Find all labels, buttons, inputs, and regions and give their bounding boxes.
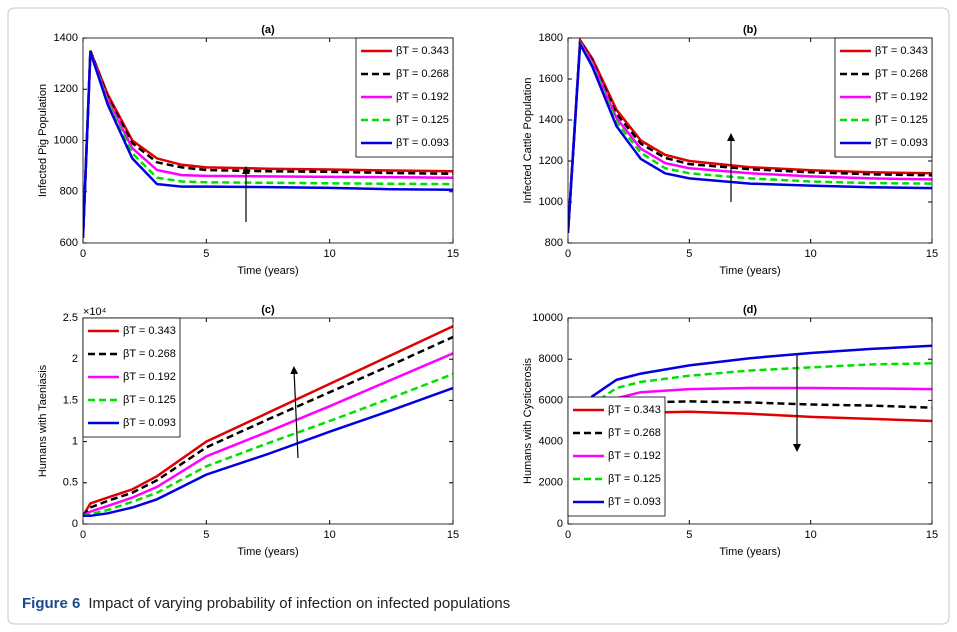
figure-frame <box>7 7 950 625</box>
x-tick-label: 15 <box>926 248 938 260</box>
legend-label: βT = 0.343 <box>875 45 928 57</box>
y-tick-label: 1400 <box>539 114 563 126</box>
y-tick-label: 10000 <box>532 312 563 324</box>
series-line <box>83 325 453 517</box>
y-tick-label: 2 <box>72 353 78 365</box>
x-tick-label: 0 <box>565 248 571 260</box>
legend-label: βT = 0.192 <box>123 371 176 383</box>
y-axis-label: Humans with Taeniasis <box>37 364 49 477</box>
legend-label: βT = 0.343 <box>396 45 449 57</box>
x-tick-label: 5 <box>686 248 692 260</box>
x-tick-label: 10 <box>805 529 817 541</box>
x-tick-label: 0 <box>565 529 571 541</box>
y-tick-label: 1200 <box>539 155 563 167</box>
panel-title: (b) <box>743 24 757 36</box>
caption-label: Figure 6 <box>22 595 80 612</box>
legend-label: βT = 0.125 <box>396 114 449 126</box>
x-tick-label: 10 <box>324 248 336 260</box>
y-tick-label: 800 <box>60 186 78 198</box>
y-tick-label: 1000 <box>54 134 78 146</box>
x-tick-label: 10 <box>324 529 336 541</box>
y-tick-label: 800 <box>545 237 563 249</box>
y-tick-label: 2000 <box>539 477 563 489</box>
legend-label: βT = 0.192 <box>608 450 661 462</box>
caption-text: Impact of varying probability of infecti… <box>88 595 510 612</box>
legend-label: βT = 0.093 <box>608 496 661 508</box>
series-line <box>83 386 453 518</box>
legend-label: βT = 0.093 <box>123 417 176 429</box>
y-tick-label: 1800 <box>539 32 563 44</box>
series-line <box>568 38 932 233</box>
x-axis-label: Time (years) <box>719 546 780 558</box>
series-line <box>83 50 453 238</box>
legend-label: βT = 0.192 <box>396 91 449 103</box>
y-tick-label: 600 <box>60 237 78 249</box>
y-tick-label: 2.5 <box>63 312 78 324</box>
y-axis-label: Infected Cattle Population <box>522 78 534 204</box>
legend-label: βT = 0.268 <box>608 427 661 439</box>
legend-label: βT = 0.343 <box>123 325 176 337</box>
legend-label: βT = 0.268 <box>875 68 928 80</box>
y-multiplier: ×10⁴ <box>83 306 107 318</box>
y-tick-label: 0.5 <box>63 477 78 489</box>
series-line <box>568 38 932 233</box>
x-tick-label: 5 <box>203 248 209 260</box>
series-line <box>83 51 453 238</box>
y-tick-label: 1000 <box>539 196 563 208</box>
x-tick-label: 15 <box>926 529 938 541</box>
y-tick-label: 8000 <box>539 353 563 365</box>
legend-label: βT = 0.268 <box>123 348 176 360</box>
x-axis-label: Time (years) <box>237 265 298 277</box>
caption: Figure 6 Impact of varying probability of… <box>22 595 510 612</box>
legend-label: βT = 0.125 <box>875 114 928 126</box>
x-tick-label: 15 <box>447 248 459 260</box>
legend-label: βT = 0.268 <box>396 68 449 80</box>
y-axis-label: Humans with Cysticerosis <box>522 358 534 484</box>
y-axis-label: Infected Pig Population <box>37 84 49 197</box>
x-tick-label: 0 <box>80 248 86 260</box>
x-tick-label: 15 <box>447 529 459 541</box>
panel-title: (c) <box>261 304 275 316</box>
panel-title: (d) <box>743 304 757 316</box>
x-tick-label: 5 <box>203 529 209 541</box>
legend-label: βT = 0.093 <box>396 137 449 149</box>
series-line <box>83 372 453 518</box>
series-line <box>83 352 453 517</box>
y-tick-label: 0 <box>72 518 78 530</box>
x-axis-label: Time (years) <box>719 265 780 277</box>
y-tick-label: 0 <box>557 518 563 530</box>
y-tick-label: 1600 <box>539 73 563 85</box>
series-line <box>83 335 453 517</box>
panel-title: (a) <box>261 24 275 36</box>
legend-label: βT = 0.125 <box>123 394 176 406</box>
series-line <box>568 38 932 233</box>
legend-label: βT = 0.192 <box>875 91 928 103</box>
series-line <box>568 39 932 233</box>
series-line <box>568 38 932 233</box>
y-tick-label: 1 <box>72 436 78 448</box>
x-tick-label: 0 <box>80 529 86 541</box>
x-axis-label: Time (years) <box>237 546 298 558</box>
y-tick-label: 1200 <box>54 83 78 95</box>
legend-label: βT = 0.093 <box>875 137 928 149</box>
x-tick-label: 10 <box>805 248 817 260</box>
y-tick-label: 1.5 <box>63 394 78 406</box>
y-tick-label: 6000 <box>539 394 563 406</box>
legend-label: βT = 0.125 <box>608 473 661 485</box>
legend-label: βT = 0.343 <box>608 404 661 416</box>
x-tick-label: 5 <box>686 529 692 541</box>
y-tick-label: 1400 <box>54 32 78 44</box>
arrow <box>290 366 299 459</box>
y-tick-label: 4000 <box>539 436 563 448</box>
